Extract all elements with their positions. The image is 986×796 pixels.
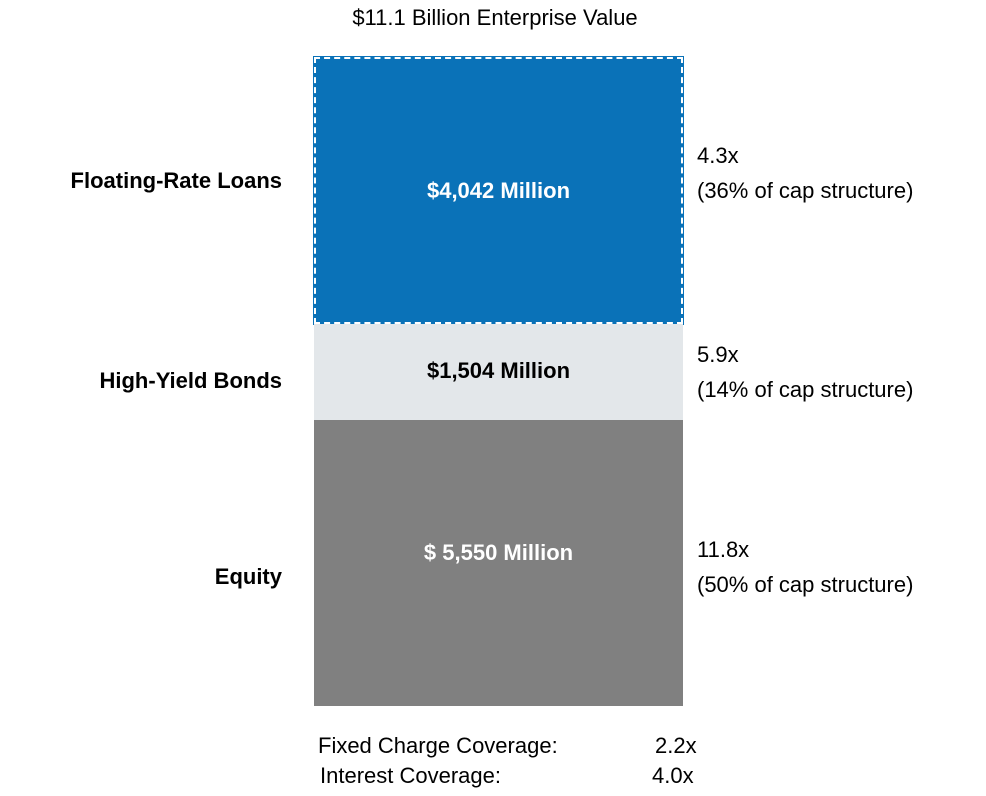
segment-label: Equity: [214, 564, 282, 589]
coverage-value: 2.2x: [655, 733, 697, 758]
segment-label: High-Yield Bonds: [99, 368, 282, 393]
segment-multiple: 4.3x: [697, 143, 739, 168]
segment-note: 11.8x (50% of cap structure): [697, 532, 913, 602]
segment-share: (14% of cap structure): [697, 377, 914, 402]
segment-box: $1,504 Million: [314, 324, 683, 420]
segment-share: (36% of cap structure): [697, 178, 914, 203]
segment-amount: $1,504 Million: [426, 357, 571, 383]
segment-multiple: 11.8x: [697, 537, 750, 562]
segment-box: $4,042 Million: [313, 56, 684, 325]
segment-amount: $ 5,550 Million: [423, 540, 574, 565]
coverage-label: Interest Coverage:: [320, 763, 501, 788]
segment-box: $ 5,550 Million: [314, 420, 683, 706]
segment-multiple: 5.9x: [697, 342, 739, 367]
segment-amount: $4,042 Million: [426, 177, 571, 203]
segment-share: (50% of cap structure): [697, 572, 914, 597]
segment-note: 5.9x (14% of cap structure): [697, 337, 913, 407]
title: $11.1 Billion Enterprise Value: [352, 5, 638, 30]
segment-note: 4.3x (36% of cap structure): [697, 138, 913, 208]
coverage-value: 4.0x: [652, 763, 694, 788]
segment-label: Floating-Rate Loans: [70, 168, 282, 193]
coverage-label: Fixed Charge Coverage:: [318, 733, 558, 758]
